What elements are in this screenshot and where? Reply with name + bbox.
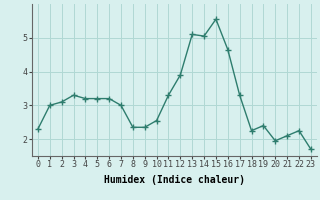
X-axis label: Humidex (Indice chaleur): Humidex (Indice chaleur)	[104, 175, 245, 185]
